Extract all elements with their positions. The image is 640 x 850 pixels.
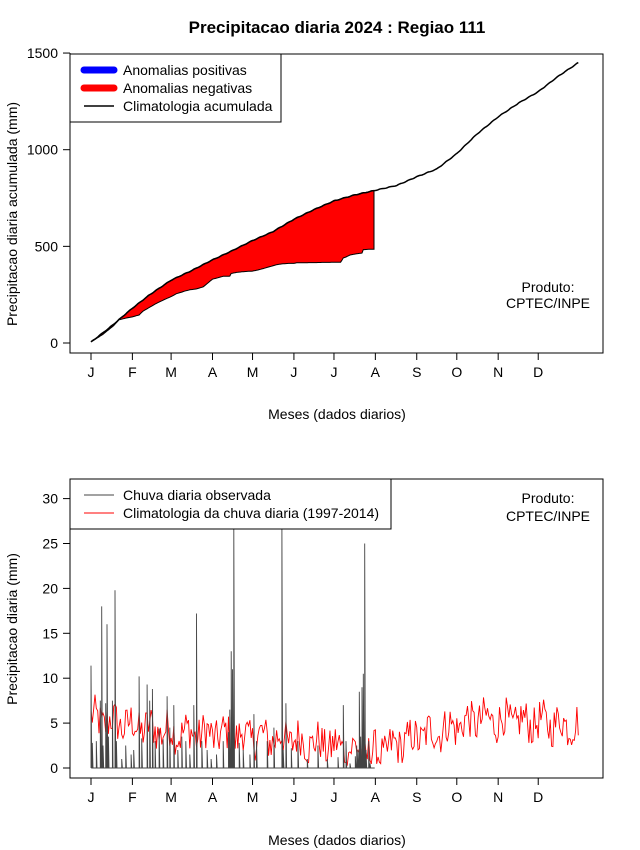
daily-x-label: Meses (dados diarios) (268, 832, 406, 848)
cumulative-x-tick-label: S (412, 364, 421, 380)
cumulative-x-tick-label: M (165, 364, 177, 380)
daily-product-source: CPTEC/INPE (506, 508, 590, 524)
cumulative-plot-area (90, 61, 579, 343)
cumulative-x-tick-label: A (208, 364, 218, 380)
daily-y-tick-label: 25 (42, 536, 58, 552)
cumulative-x-tick-label: M (247, 364, 259, 380)
daily-y-tick-label: 5 (50, 715, 58, 731)
negative-anomaly-area (90, 189, 375, 343)
cumulative-x-tick-label: A (371, 364, 381, 380)
cumulative-x-tick-label: O (451, 364, 462, 380)
cumulative-x-tick-label: J (290, 364, 297, 380)
observed-daily-rain-line (90, 525, 375, 769)
daily-legend-box (69, 478, 392, 530)
climatology-cumulative-line (90, 61, 579, 343)
daily-x-tick-label: N (493, 789, 503, 805)
legend-daily-climatology-label: Climatologia da chuva diaria (1997-2014) (123, 505, 379, 521)
legend-positive-label: Anomalias positivas (123, 62, 247, 78)
cumulative-x-tick-label: J (330, 364, 337, 380)
daily-y-tick-label: 0 (50, 760, 58, 776)
daily-y-axis: 0 5 10 15 20 25 30 (42, 491, 71, 776)
cumulative-legend: Anomalias positivas Anomalias negativas … (69, 53, 282, 123)
product-source: CPTEC/INPE (506, 295, 590, 311)
cumulative-y-tick-label: 1500 (27, 45, 58, 61)
daily-x-tick-label: A (208, 789, 218, 805)
daily-y-tick-label: 30 (42, 491, 58, 507)
cumulative-y-label: Precipitacao diaria acumulada (mm) (4, 102, 20, 326)
daily-panel: 0 5 10 15 20 25 30 J F M A M J J A S O N D Meses (dados d… (4, 478, 604, 848)
daily-legend: Chuva diaria observada Climatologia da c… (69, 478, 392, 530)
daily-y-tick-label: 15 (42, 625, 58, 641)
daily-x-tick-label: D (533, 789, 543, 805)
daily-x-tick-label: J (290, 789, 297, 805)
cumulative-panel: 0 500 1000 1500 J F M A M J J A S O N D Meses (dados d… (4, 45, 604, 422)
daily-plot-area (90, 525, 579, 769)
legend-climatology-label: Climatologia acumulada (123, 98, 273, 114)
daily-y-label: Precipitacao diaria (mm) (4, 553, 20, 705)
chart-title: Precipitacao diaria 2024 : Regiao 111 (189, 18, 486, 37)
cumulative-x-tick-label: D (533, 364, 543, 380)
cumulative-y-tick-label: 0 (50, 335, 58, 351)
daily-x-tick-label: F (128, 789, 137, 805)
daily-climatology-line (90, 694, 579, 767)
daily-x-tick-label: M (247, 789, 259, 805)
daily-x-tick-label: M (165, 789, 177, 805)
cumulative-x-label: Meses (dados diarios) (268, 406, 406, 422)
legend-observed-label: Chuva diaria observada (123, 487, 271, 503)
cumulative-y-tick-label: 500 (35, 238, 59, 254)
daily-x-tick-label: S (412, 789, 421, 805)
daily-x-tick-label: J (330, 789, 337, 805)
daily-product-label: Produto: (522, 490, 575, 506)
product-label: Produto: (522, 279, 575, 295)
cumulative-y-tick-label: 1000 (27, 142, 58, 158)
legend-negative-label: Anomalias negativas (123, 80, 252, 96)
cumulative-x-tick-label: J (88, 364, 95, 380)
daily-x-tick-label: J (88, 789, 95, 805)
daily-y-tick-label: 20 (42, 580, 58, 596)
daily-x-tick-label: O (451, 789, 462, 805)
cumulative-x-tick-label: F (128, 364, 137, 380)
daily-y-tick-label: 10 (42, 670, 58, 686)
daily-x-tick-label: A (371, 789, 381, 805)
cumulative-x-tick-label: N (493, 364, 503, 380)
cumulative-y-axis: 0 500 1000 1500 (27, 45, 71, 351)
